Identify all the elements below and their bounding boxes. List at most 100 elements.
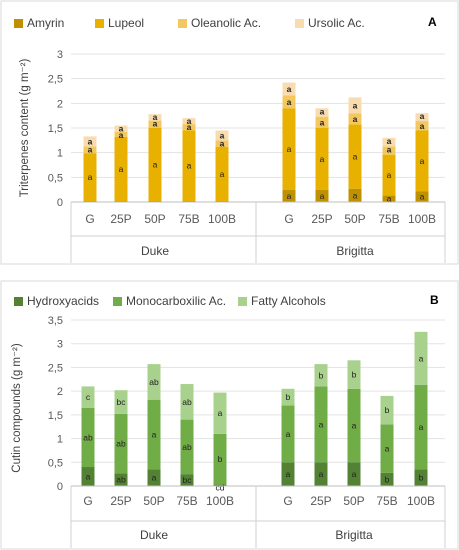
significance-letter: a bbox=[353, 190, 358, 200]
significance-letter: a bbox=[353, 114, 358, 124]
x-tick-label: G bbox=[83, 494, 92, 508]
bar-segment bbox=[83, 136, 97, 147]
chart-frame bbox=[0, 0, 459, 265]
significance-letter: ab bbox=[182, 397, 192, 407]
x-tick-label: 75B bbox=[178, 212, 199, 226]
legend-swatch bbox=[14, 297, 23, 306]
bar-segment bbox=[213, 484, 227, 486]
bar-segment bbox=[415, 121, 429, 131]
significance-letter: a bbox=[319, 419, 324, 429]
bar-segment bbox=[314, 462, 328, 486]
bar-segment bbox=[415, 113, 429, 122]
bar-segment bbox=[114, 125, 128, 132]
group-label: Duke bbox=[140, 528, 168, 542]
legend: Hydroxyacids Monocarboxilic Ac. Fatty Alco… bbox=[14, 294, 326, 308]
significance-letter: a bbox=[286, 469, 291, 479]
significance-letter: a bbox=[320, 191, 325, 201]
bar-segment bbox=[315, 116, 329, 128]
significance-letter: b bbox=[319, 370, 324, 380]
x-tick-label: 50P bbox=[344, 212, 365, 226]
bar-segment bbox=[282, 82, 296, 96]
significance-letter: a bbox=[218, 408, 223, 418]
bar-segment bbox=[182, 118, 196, 125]
bar-segment bbox=[83, 153, 97, 202]
x-tick-label: 100B bbox=[408, 212, 436, 226]
bar-segment bbox=[81, 386, 95, 408]
group-label: Brigitta bbox=[335, 528, 373, 542]
bar-segment bbox=[180, 384, 194, 420]
bar-segment bbox=[114, 136, 128, 202]
significance-letter: b bbox=[352, 370, 357, 380]
significance-letter: a bbox=[287, 97, 292, 107]
group-label: Duke bbox=[141, 244, 169, 258]
bar-segment bbox=[415, 130, 429, 192]
bar-segment bbox=[213, 433, 227, 485]
y-tick-label: 0 bbox=[57, 197, 63, 209]
significance-letter: a bbox=[352, 469, 357, 479]
bar-segment bbox=[180, 474, 194, 486]
x-tick-label: G bbox=[284, 212, 293, 226]
bar-segment bbox=[315, 128, 329, 190]
bar-segment bbox=[114, 413, 128, 474]
bar-segment bbox=[114, 390, 128, 414]
bars bbox=[81, 331, 428, 486]
significance-letter: a bbox=[385, 444, 390, 454]
y-axis-label: Triterpenes content (g m⁻²) bbox=[19, 59, 31, 198]
significance-letter: a bbox=[86, 472, 91, 482]
x-tick-label: 75B bbox=[176, 494, 197, 508]
bar-segment bbox=[282, 95, 296, 109]
bar-segment bbox=[347, 462, 361, 486]
significance-letter: b bbox=[419, 473, 424, 483]
significance-letter: bc bbox=[183, 475, 193, 485]
legend-label: Monocarboxilic Ac. bbox=[126, 294, 226, 308]
significance-letter: a bbox=[119, 130, 124, 140]
significance-letter: a bbox=[220, 138, 225, 148]
significance-letter: a bbox=[220, 130, 225, 140]
bar-segment bbox=[382, 146, 396, 155]
bar-segment bbox=[282, 108, 296, 190]
y-tick-label: 1,5 bbox=[48, 410, 63, 422]
bar-segment bbox=[282, 189, 296, 202]
y-tick-label: 3 bbox=[57, 339, 63, 351]
bar-segment bbox=[348, 97, 362, 114]
significance-letter: a bbox=[420, 121, 425, 131]
bar-segment bbox=[414, 469, 428, 486]
significance-letter: a bbox=[119, 124, 124, 134]
significance-letter: a bbox=[187, 161, 192, 171]
bar-segment bbox=[215, 130, 229, 141]
bar-segment bbox=[213, 392, 227, 434]
bar-segment bbox=[215, 146, 229, 202]
significance-letter: ab bbox=[149, 377, 159, 387]
y-tick-label: 3,5 bbox=[48, 315, 63, 327]
bar-segment bbox=[147, 469, 161, 486]
bar-segment bbox=[348, 188, 362, 202]
y-tick-label: 1 bbox=[57, 148, 63, 160]
panel-letter: A bbox=[428, 15, 437, 29]
significance-letter: a bbox=[419, 353, 424, 363]
significance-letter: a bbox=[153, 119, 158, 129]
significance-letter: a bbox=[353, 100, 358, 110]
legend-label: Lupeol bbox=[108, 16, 144, 30]
y-tick-labels: 0 0,5 1 1,5 2 2,5 3 bbox=[48, 49, 63, 209]
significance-letter: a bbox=[387, 194, 392, 204]
y-tick-label: 1 bbox=[57, 434, 63, 446]
significance-letter: a bbox=[387, 144, 392, 154]
bar-segment bbox=[114, 131, 128, 137]
bar-segment bbox=[182, 130, 196, 202]
significance-letter: ab bbox=[83, 432, 93, 442]
y-tick-label: 0,5 bbox=[48, 457, 63, 469]
significance-letter: a bbox=[152, 473, 157, 483]
bar-segment bbox=[281, 462, 295, 486]
significance-letter: a bbox=[353, 152, 358, 162]
bar-segment bbox=[315, 108, 329, 117]
legend-label: Fatty Alcohols bbox=[251, 294, 326, 308]
x-tick-label: 25P bbox=[110, 212, 131, 226]
significance-letter: a bbox=[319, 469, 324, 479]
bar-segment bbox=[414, 384, 428, 470]
significance-letter: a bbox=[88, 172, 93, 182]
x-tick-label: 50P bbox=[343, 494, 364, 508]
legend-label: Hydroxyacids bbox=[27, 294, 99, 308]
legend-label: Ursolic Ac. bbox=[308, 16, 365, 30]
significance-letter: a bbox=[153, 112, 158, 122]
bar-segment bbox=[148, 120, 162, 128]
